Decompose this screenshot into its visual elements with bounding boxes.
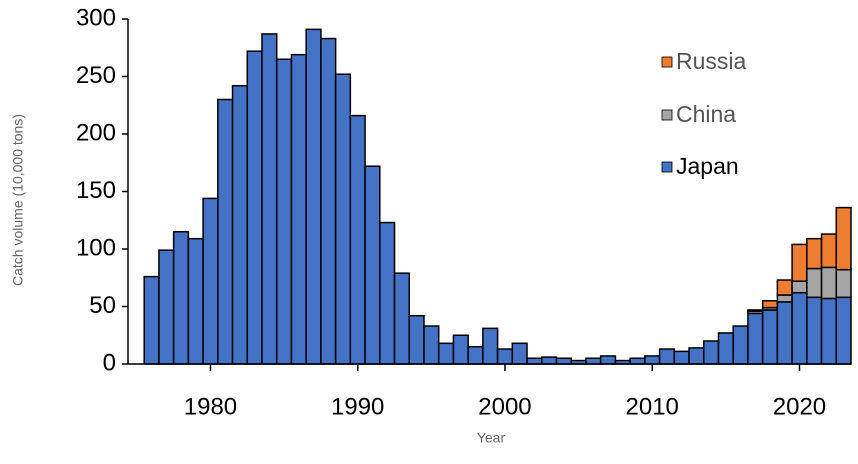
bar-segment: [820, 233, 838, 269]
legend-swatch: [661, 161, 673, 173]
bar-segment: [379, 221, 396, 365]
y-tick-label: 100: [76, 234, 116, 261]
bar-segment: [202, 197, 219, 365]
bar-segment: [776, 294, 793, 303]
bar-segment: [820, 297, 838, 365]
bar-segment: [629, 357, 646, 365]
bar-segment: [275, 58, 293, 365]
bar-segment: [776, 301, 793, 365]
bar-segment: [320, 37, 337, 365]
bar-segment: [658, 348, 676, 365]
bar-segment: [791, 291, 808, 365]
bar-segment: [364, 165, 381, 365]
bar-segment: [290, 53, 307, 365]
y-tick-label: 50: [89, 292, 116, 319]
bar-segment: [231, 84, 249, 365]
x-tick-label: 2000: [478, 393, 531, 420]
x-tick-label: 1980: [184, 393, 237, 420]
bar-segment: [511, 342, 528, 365]
bar-segment: [835, 206, 852, 271]
bar-segment: [423, 325, 440, 365]
legend-swatch: [661, 109, 673, 121]
bar-segment: [467, 346, 484, 365]
y-tick-label: 250: [76, 62, 116, 89]
bar-segment: [820, 266, 838, 300]
bar-segment: [688, 347, 705, 365]
bar-segment: [806, 237, 823, 270]
bar-segment: [143, 275, 160, 365]
bar-segment: [599, 355, 617, 365]
x-tick-label: 2020: [773, 393, 826, 420]
bar-segment: [791, 280, 808, 294]
legend-label: Japan: [676, 153, 739, 179]
bar-segment: [702, 340, 720, 365]
legend-label: China: [676, 101, 736, 127]
bar-segment: [246, 50, 263, 365]
bar-segment: [644, 355, 661, 365]
bar-segment: [482, 327, 499, 365]
bar-segment: [747, 312, 764, 365]
bar-segment: [408, 314, 425, 365]
y-tick-label: 300: [76, 4, 116, 31]
x-tick-label: 1990: [331, 393, 384, 420]
bar-segment: [835, 296, 852, 365]
bar-segment: [334, 73, 352, 365]
bar-segment: [791, 243, 808, 282]
bar-segment: [555, 357, 572, 365]
bar-segment: [261, 33, 278, 365]
bar-segment: [217, 98, 234, 365]
bar-segment: [349, 114, 366, 365]
bar-segment: [747, 309, 764, 312]
y-tick-label: 150: [76, 177, 116, 204]
bar-segment: [187, 237, 204, 365]
y-tick-label: 0: [103, 349, 116, 376]
bar-segment: [806, 267, 823, 299]
bar-segment: [496, 348, 514, 365]
bar-segment: [305, 28, 322, 365]
bar-segment: [158, 249, 175, 365]
bar-segment: [761, 309, 779, 365]
y-tick-label: 200: [76, 119, 116, 146]
legend-swatch: [661, 56, 673, 68]
legend-label: Russia: [676, 48, 747, 74]
bar-segment: [717, 332, 734, 365]
bar-segment: [172, 231, 190, 365]
x-tick-label: 2010: [626, 393, 679, 420]
bar-segment: [452, 334, 469, 365]
bar-segment: [806, 296, 823, 365]
x-axis-title: Year: [477, 430, 506, 446]
bar-segment: [776, 279, 793, 296]
bar-segment: [541, 356, 558, 365]
bar-segment: [673, 350, 690, 365]
y-axis-title: Catch volume (10,000 tons): [10, 114, 26, 286]
bar-segment: [761, 300, 779, 309]
bar-segment: [585, 357, 602, 365]
bar-segment: [526, 357, 543, 365]
bar-segment: [732, 325, 749, 365]
bar-segment: [437, 342, 455, 365]
bar-segment: [393, 272, 410, 365]
bar-segment: [835, 268, 852, 299]
